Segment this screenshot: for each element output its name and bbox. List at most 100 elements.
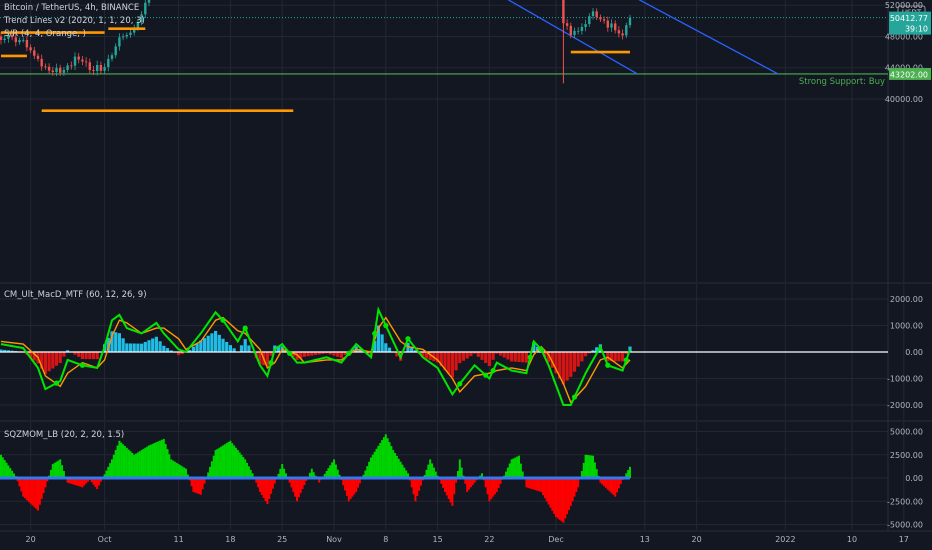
macd-histogram-bar [424, 352, 429, 359]
candle-body [81, 59, 84, 62]
sqz-histogram-bar [514, 457, 517, 478]
candle-body [573, 30, 576, 36]
sqz-histogram-bar [355, 478, 358, 492]
support-price-badge [889, 67, 931, 80]
sqz-histogram-bar [238, 452, 241, 478]
sqz-histogram-bar [177, 464, 180, 478]
candle-body [588, 16, 591, 25]
sqz-histogram-bar [458, 459, 461, 478]
sqz-histogram-bar [445, 478, 448, 496]
sqz-histogram-bar [418, 478, 421, 491]
candle-body [66, 65, 69, 70]
sqz-histogram-bar [244, 459, 247, 478]
macd-histogram-bar [439, 352, 443, 367]
sqz-histogram-bar [35, 478, 38, 509]
macd-cross-dot [372, 330, 378, 337]
sqz-histogram-bar [49, 469, 52, 478]
macd-histogram-bar [143, 341, 147, 352]
sqz-histogram-bar [207, 472, 210, 478]
sqz-histogram-bar [118, 440, 121, 478]
sqz-histogram-bar [22, 478, 25, 497]
sqz-histogram-bar [3, 460, 6, 478]
sqz-histogram-bar [545, 478, 548, 502]
candle-body [103, 67, 106, 71]
price-axis-label: 48000.00 [885, 32, 923, 41]
time-axis-label: 25 [277, 535, 287, 544]
macd-histogram-bar [584, 352, 588, 357]
sqz-histogram-bar [279, 468, 282, 478]
sqz-histogram-bar [55, 461, 58, 478]
macd-histogram-bar [239, 345, 244, 352]
sqz-histogram-bar [329, 465, 332, 478]
price-plot: Strong Support: Buy [0, 0, 888, 112]
candle-body [125, 34, 128, 37]
macd-histogram-bar [406, 342, 410, 352]
candle-body [129, 32, 132, 35]
candle-body [580, 27, 584, 31]
sqz-histogram-bar [349, 478, 352, 499]
macd-axis-label: 1000.00 [890, 322, 923, 331]
candle-body [96, 64, 99, 71]
sqz-histogram-bar [236, 450, 239, 478]
macd-histogram-bar [169, 350, 173, 352]
macd-histogram-bar [547, 352, 551, 363]
sqz-histogram-bar [179, 465, 182, 478]
time-axis-label: 17 [899, 535, 909, 544]
macd-cross-dot [457, 381, 463, 387]
candle-body [29, 47, 32, 51]
macd-histogram-bar [3, 349, 7, 352]
sqz-histogram-bar [125, 447, 128, 478]
macd-histogram-bar [484, 352, 488, 363]
sqz-histogram-bar [294, 478, 297, 497]
sqz-histogram-bar [529, 478, 532, 489]
sqz-histogram-bar [131, 453, 134, 478]
macd-histogram-bar [458, 352, 462, 364]
sqz-histogram-bar [160, 439, 163, 478]
sqz-histogram-bar [481, 473, 483, 478]
macd-histogram-bar [6, 350, 10, 352]
sqz-histogram-bar [336, 469, 339, 478]
sqz-histogram-bar [233, 445, 236, 478]
macd-histogram-bar [565, 352, 569, 381]
sqz-histogram-bar [37, 478, 39, 511]
macd-histogram-bar [395, 352, 399, 357]
macd-histogram-bar [624, 352, 628, 354]
sqz-histogram-bar [432, 467, 435, 478]
sqz-histogram-bar [506, 467, 509, 478]
sqz-histogram-bar [558, 478, 561, 520]
candle-body [577, 30, 580, 32]
sqz-histogram-bar [153, 443, 156, 478]
sqz-histogram-bar [229, 440, 232, 478]
sqz-histogram-bar [135, 453, 138, 478]
sqz-histogram-bar [175, 462, 178, 478]
sqz-histogram-bar [144, 447, 147, 478]
macd-histogram-bar [332, 352, 336, 356]
macd-histogram-bar [214, 330, 218, 352]
sqz-histogram-bar [532, 478, 535, 490]
sqz-histogram-bar [292, 478, 295, 492]
sqz-histogram-bar [75, 478, 78, 486]
sqz-histogram-bar [140, 450, 143, 478]
trend-line [638, 0, 779, 75]
sqz-histogram-bar [31, 478, 34, 506]
legend-macd: CM_Ult_MacD_MTF (60, 12, 26, 9) [4, 290, 147, 300]
grid-lines [0, 0, 905, 530]
candle-body [84, 61, 88, 63]
macd-histogram-bar [128, 343, 133, 352]
macd-histogram-bar [343, 352, 347, 355]
macd-histogram-bar [88, 352, 92, 360]
macd-axis-label: -1000.00 [887, 375, 923, 384]
sqz-histogram-bar [308, 472, 311, 478]
sqz-histogram-bar [271, 478, 274, 489]
sqz-histogram-bar [70, 478, 73, 484]
macd-histogram-bar [443, 352, 447, 370]
support-line-label: Strong Support: Buy [799, 77, 885, 87]
macd-histogram-bar [384, 343, 388, 352]
candle-body [595, 11, 598, 18]
sqz-histogram-bar [192, 478, 195, 492]
sqz-histogram-bar [231, 443, 234, 478]
macd-histogram-bar [543, 352, 547, 358]
sqz-histogram-bar [77, 478, 80, 487]
sqz-histogram-bar [395, 455, 398, 478]
